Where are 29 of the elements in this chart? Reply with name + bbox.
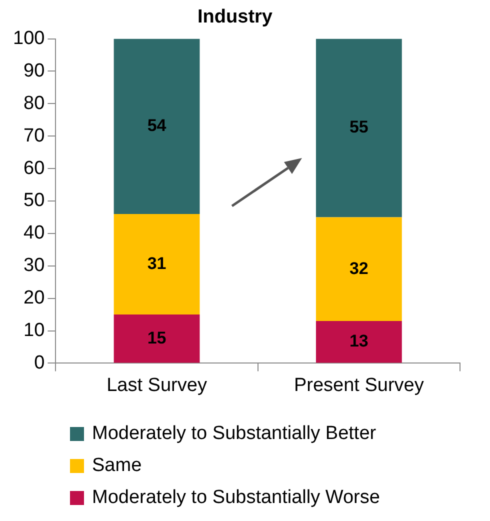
bar <box>114 314 200 363</box>
legend-label: Moderately to Substantially Worse <box>92 487 380 509</box>
x-tick-label: Last Survey <box>106 374 208 396</box>
y-tick-label: 40 <box>24 222 45 244</box>
data-label: 54 <box>147 116 167 136</box>
y-tick-label: 20 <box>24 288 45 309</box>
x-tick-label: Present Survey <box>294 374 424 396</box>
y-tick-label: 0 <box>34 352 45 374</box>
bar <box>316 217 402 322</box>
bar <box>114 38 200 214</box>
bar <box>316 38 402 218</box>
y-tick-label: 70 <box>24 125 45 146</box>
data-label: 55 <box>349 118 368 137</box>
bar <box>114 214 200 315</box>
data-label: 15 <box>147 328 166 348</box>
data-label: 32 <box>349 258 368 278</box>
y-tick-label: 50 <box>24 190 45 212</box>
y-tick-label: 30 <box>24 255 45 276</box>
legend-label: Same <box>92 455 142 477</box>
data-label: 13 <box>349 332 368 351</box>
data-label: 31 <box>147 254 166 273</box>
y-tick-label: 90 <box>24 60 45 82</box>
y-tick-label: 10 <box>24 320 45 341</box>
y-tick-label: 80 <box>24 92 45 114</box>
chart-title: Industry <box>198 6 273 28</box>
bar <box>316 321 402 363</box>
y-tick-label: 60 <box>24 158 45 179</box>
y-tick-label: 100 <box>13 28 45 50</box>
legend-label: Moderately to Substantially Better <box>92 423 376 445</box>
